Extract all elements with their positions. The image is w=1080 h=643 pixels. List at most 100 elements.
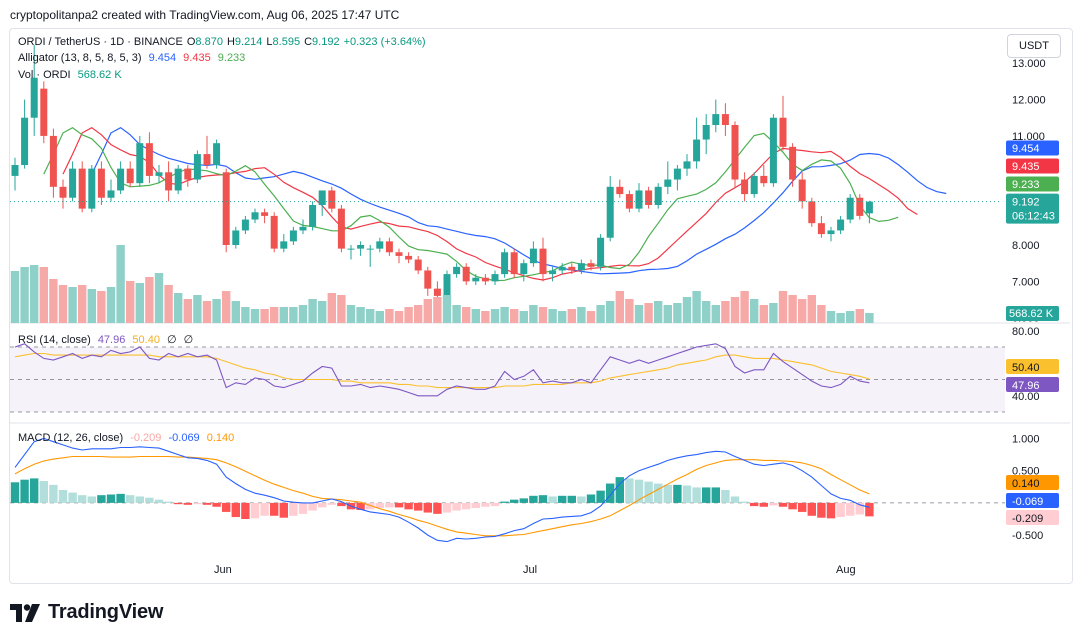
candle-body [789,146,797,180]
macd-histogram-bar [730,496,740,503]
volume-bar [164,285,173,323]
volume-bar [471,309,480,323]
macd-histogram-bar [202,502,212,505]
candle-body [59,186,67,198]
chart-frame [9,28,1073,584]
candle-body [472,277,480,282]
candle-body [683,161,691,169]
volume-bar [692,291,701,323]
macd-histogram-bar [836,502,845,518]
rsi-extra2: ∅ [183,334,194,346]
volume-bar [673,303,682,323]
symbol-title: ORDI / TetherUS · 1D · BINANCE [18,36,183,48]
volume-bar [433,297,442,323]
macd-histogram-bar [625,478,634,503]
candle-body [222,172,230,245]
volume-bar [212,299,221,323]
rsi-badge [1006,377,1059,392]
macd-histogram-bar [663,484,672,503]
currency-unit-button[interactable]: USDT [1007,34,1061,58]
macd-histogram-bar [433,502,442,514]
volume-bar [423,299,432,323]
macd-histogram-bar [250,502,260,519]
alligator-jaw-value: 9.454 [148,52,177,64]
macd-histogram-bar [154,499,164,503]
candle-body [174,168,182,191]
macd-histogram-bar [769,502,778,506]
candle-body [856,197,864,216]
candle-body [549,270,557,275]
macd-histogram-bar [385,502,394,508]
candle-body [232,230,240,245]
volume-bar [721,301,730,323]
change-value: +0.323 (+3.64%) [343,36,426,48]
candle-body [21,117,29,165]
volume-bar [385,309,394,323]
open-value: 8.870 [195,36,223,48]
rsi-ma-badge-label: 50.40 [1012,362,1040,374]
candle-body [414,259,422,271]
macd-hist-badge-label: -0.209 [1012,513,1043,525]
candle-body [817,223,825,235]
volume-bar [654,301,663,323]
candle-body [145,143,153,176]
volume-bar [346,305,356,323]
price-axis-tick: 8.000 [1012,240,1040,252]
volume-bar [538,307,548,323]
macd-histogram-bar [721,490,730,503]
volume-bar [222,291,231,323]
candle-body [30,77,38,118]
volume-bar [193,295,202,323]
macd-histogram-bar [318,502,327,508]
macd-signal-badge-label: 0.140 [1012,478,1040,490]
rsi-ma-value: 50.40 [132,334,160,346]
jaw-price-badge [1006,140,1059,156]
macd-histogram-bar [298,502,308,514]
candle-body [299,226,307,231]
tradingview-logo[interactable]: TradingView [10,601,163,624]
alligator-label: Alligator (13, 8, 5, 8, 5, 3) [18,52,142,64]
candle-body [366,248,374,250]
candle-body [597,237,605,267]
volume-bar [327,293,336,323]
volume-bar [798,299,807,323]
candle-body [376,241,384,249]
macd-histogram-bar [606,483,615,503]
tradingview-logo-icon [10,603,40,622]
candle-body [280,241,288,249]
time-axis-tick: Jul [523,564,537,576]
candle-body [520,263,528,275]
candle-body [165,172,173,191]
candle-body [78,168,86,209]
macd-histogram-bar [798,502,807,512]
macd-line [14,437,870,543]
candle-body [337,208,345,249]
macd-histogram-bar [817,502,826,518]
candle-body [501,252,509,275]
last-price-badge [1006,193,1059,224]
candle-body [491,274,499,282]
volume-bar [10,271,20,323]
volume-bar [116,245,125,323]
volume-bar [39,267,48,323]
volume-bar [308,299,317,323]
macd-histogram-bar [586,494,596,503]
close-value: 9.192 [312,36,340,48]
volume-bar [20,267,29,323]
macd-histogram-bar [682,485,692,503]
candle-body [539,248,547,275]
candle-body [510,252,518,275]
time-axis-tick: Jun [214,564,232,576]
tradingview-logo-text: TradingView [48,601,164,623]
candle-body [577,263,585,271]
macd-axis-tick: -0.500 [1012,530,1043,542]
volume-bar [826,311,836,323]
low-label: L [266,36,273,48]
candle-body [184,168,192,180]
candle-body [865,201,873,214]
volume-bar [78,285,87,323]
macd-histogram-bar [615,477,624,503]
candle-body [462,266,470,282]
candle-body [635,190,643,209]
